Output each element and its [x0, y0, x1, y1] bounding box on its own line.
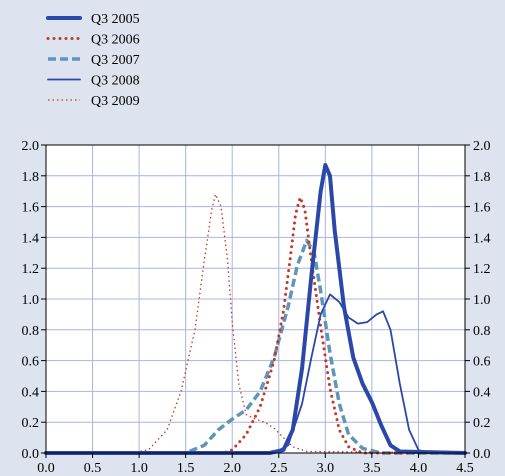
y-tick-label-right: 2.0 — [473, 139, 491, 154]
y-tick-label-right: 0.6 — [473, 355, 491, 370]
x-tick-label: 4.5 — [456, 461, 474, 476]
series-line-q3-2005 — [44, 163, 467, 455]
y-tick-label-left: 1.0 — [22, 293, 40, 308]
y-tick-label-left: 0.8 — [22, 324, 40, 339]
legend-label: Q3 2009 — [91, 94, 140, 109]
y-tick-label-left: 0.4 — [22, 385, 40, 400]
y-axis-right: 0.0 0.2 0.4 0.6 0.8 1.0 1.2 1.4 1.6 1.8 2.0 — [465, 139, 491, 462]
x-tick-label: 1.5 — [177, 461, 195, 476]
y-tick-label-right: 1.4 — [473, 231, 491, 246]
y-tick-label-right: 1.0 — [473, 293, 491, 308]
x-tick-label: 3.0 — [317, 461, 335, 476]
y-tick-label-right: 0.0 — [473, 447, 491, 462]
y-tick-label-right: 1.8 — [473, 170, 491, 185]
y-tick-label-left: 0.6 — [22, 355, 40, 370]
legend-label: Q3 2006 — [91, 33, 140, 48]
x-tick-label: 1.0 — [130, 461, 148, 476]
x-tick-label: 4.0 — [410, 461, 428, 476]
y-tick-label-left: 1.2 — [22, 262, 40, 277]
y-tick-label-right: 0.4 — [473, 385, 491, 400]
series-line-q3-2007 — [46, 238, 465, 455]
series-line-q3-2006 — [44, 195, 467, 455]
y-tick-label-left: 0.2 — [22, 416, 40, 431]
y-tick-label-right: 1.6 — [473, 201, 491, 216]
y-tick-label-right: 0.2 — [473, 416, 491, 431]
y-tick-label-left: 1.8 — [22, 170, 40, 185]
y-tick-label-left: 0.0 — [22, 447, 40, 462]
y-tick-label-right: 1.2 — [473, 262, 491, 277]
legend: Q3 2005 Q3 2006 Q3 2007 Q3 2008 Q3 2009 — [46, 12, 140, 109]
x-tick-label: 2.5 — [270, 461, 288, 476]
x-axis: 0.0 0.5 1.0 1.5 2.0 2.5 3.0 3.5 4.0 4.5 — [37, 453, 474, 476]
y-tick-label-left: 1.6 — [22, 201, 40, 216]
x-tick-label: 0.5 — [84, 461, 102, 476]
series-lines — [44, 163, 467, 455]
y-tick-label-right: 0.8 — [473, 324, 491, 339]
series-line-q3-2008 — [45, 293, 466, 454]
legend-label: Q3 2007 — [91, 53, 140, 68]
y-axis-left: 0.0 0.2 0.4 0.6 0.8 1.0 1.2 1.4 1.6 1.8 2.0 — [22, 139, 46, 462]
y-tick-label-left: 1.4 — [22, 231, 40, 246]
x-tick-label: 2.0 — [223, 461, 241, 476]
x-tick-label: 0.0 — [37, 461, 55, 476]
x-tick-label: 3.5 — [363, 461, 381, 476]
series-line-q3-2009 — [46, 193, 466, 454]
y-tick-label-left: 2.0 — [22, 139, 40, 154]
legend-label: Q3 2008 — [91, 74, 140, 89]
legend-label: Q3 2005 — [91, 12, 140, 27]
